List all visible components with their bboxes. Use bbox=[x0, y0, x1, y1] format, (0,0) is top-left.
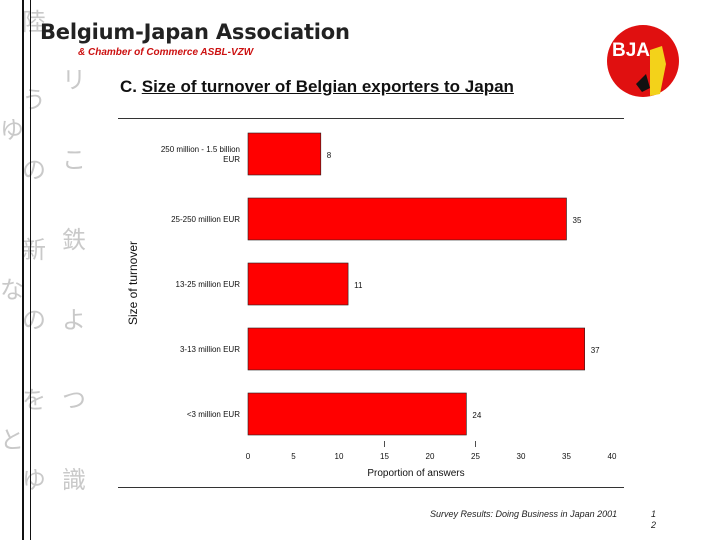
bar-3 bbox=[247, 327, 586, 371]
bar-1 bbox=[247, 197, 567, 241]
bottom-divider bbox=[118, 487, 624, 488]
x-tick-label-1: 5 bbox=[291, 452, 296, 461]
x-tick-label-6: 30 bbox=[517, 452, 526, 461]
org-name: Belgium-Japan Association bbox=[40, 20, 350, 44]
category-label-2: 13-25 million EUR bbox=[176, 280, 241, 289]
category-label-3: 3-13 million EUR bbox=[180, 345, 240, 354]
category-label-0: 250 million - 1.5 billion EUR bbox=[161, 145, 240, 164]
slide-title-prefix: C. bbox=[120, 77, 137, 96]
y-axis-label: Size of turnover bbox=[126, 241, 140, 325]
calligraphy-background: 陸 う の 新 の を ゆ リ こ 鉄 よ つ 識 ゆ な と bbox=[0, 8, 86, 494]
bar-2 bbox=[247, 262, 349, 306]
x-tick-label-7: 35 bbox=[562, 452, 571, 461]
x-tick-label-3: 15 bbox=[380, 452, 389, 461]
bar-value-label-4: 24 bbox=[472, 411, 481, 420]
left-border-line-inner bbox=[30, 0, 31, 540]
footer-source: Survey Results: Doing Business in Japan … bbox=[430, 509, 618, 519]
left-border-line bbox=[22, 0, 24, 540]
category-label-1: 25-250 million EUR bbox=[171, 215, 240, 224]
slide-title: C. Size of turnover of Belgian exporters… bbox=[120, 77, 514, 97]
x-tick-label-8: 40 bbox=[608, 452, 617, 461]
bar-value-label-2: 11 bbox=[354, 281, 363, 290]
bar-0 bbox=[247, 132, 322, 176]
x-tick-label-4: 20 bbox=[426, 452, 435, 461]
page-number-top: 1 bbox=[651, 509, 657, 519]
x-tick-label-2: 10 bbox=[335, 452, 344, 461]
slide-title-text: Size of turnover of Belgian exporters to… bbox=[141, 77, 514, 96]
org-subtitle: & Chamber of Commerce ASBL-VZW bbox=[78, 47, 254, 58]
bar-value-label-3: 37 bbox=[591, 346, 600, 355]
category-label-4: <3 million EUR bbox=[187, 410, 240, 419]
bja-logo-text: BJA bbox=[612, 40, 650, 61]
bar-value-label-1: 35 bbox=[573, 216, 582, 225]
bar-4 bbox=[247, 392, 467, 436]
bar-value-label-0: 8 bbox=[327, 151, 332, 160]
x-tick-label-5: 25 bbox=[471, 452, 480, 461]
page-number-bottom: 2 bbox=[651, 520, 657, 530]
x-tick-label-0: 0 bbox=[246, 452, 251, 461]
top-divider bbox=[118, 118, 624, 119]
bja-logo: BJA bbox=[607, 25, 679, 97]
x-axis-label: Proportion of answers bbox=[367, 468, 464, 479]
